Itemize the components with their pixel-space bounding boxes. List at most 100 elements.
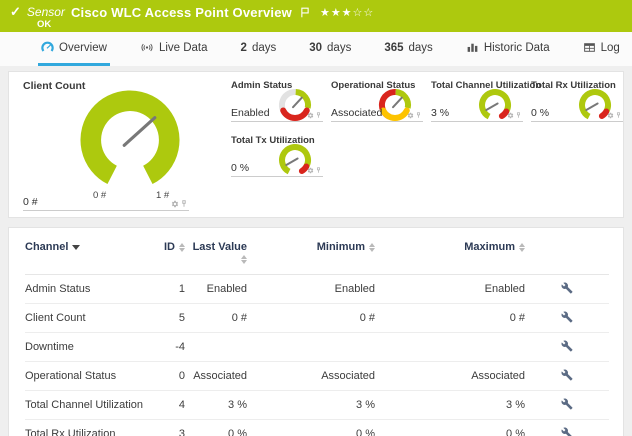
channel-gear-icon[interactable]: [307, 112, 314, 119]
cell-id: 1: [145, 274, 185, 304]
gauge-value: 0 #: [23, 196, 38, 208]
channel-gear-icon[interactable]: [307, 167, 314, 174]
gauge-value: 0 %: [231, 162, 250, 174]
cell-channel[interactable]: Client Count: [25, 303, 145, 333]
tab-2-days[interactable]: 2 days: [238, 32, 280, 66]
priority-stars[interactable]: ★★★☆☆: [320, 6, 374, 19]
cell-channel[interactable]: Total Channel Utilization: [25, 390, 145, 420]
tab-live-data[interactable]: Live Data: [137, 32, 211, 66]
gauge-total-channel-utilization: Total Channel Utilization 3 %: [431, 80, 542, 124]
total-tx-utilization-gauge-dial: [279, 144, 311, 175]
tab-label: days: [251, 41, 277, 54]
tab-label-number: 365: [384, 41, 404, 54]
sort-icon: [179, 242, 185, 252]
tab-label: Log: [600, 41, 620, 54]
gauge-total-tx-utilization: Total Tx Utilization 0 %: [231, 135, 323, 179]
channel-pin-icon[interactable]: [516, 112, 521, 119]
sensor-header: ✓ Sensor Cisco WLC Access Point Overview…: [0, 0, 632, 32]
channel-settings-wrench-icon[interactable]: [561, 285, 573, 297]
cell-minimum: 0 #: [247, 303, 375, 333]
cell-channel[interactable]: Total Rx Utilization: [25, 419, 145, 436]
channel-settings-wrench-icon[interactable]: [561, 430, 573, 436]
table-row[interactable]: Client Count 5 0 # 0 # 0 #: [25, 303, 609, 333]
small-gauges-grid: Admin Status Enabled: [231, 80, 623, 211]
channel-gear-icon[interactable]: [407, 112, 414, 119]
sort-icon: [369, 242, 375, 252]
admin-status-gauge-dial: [278, 89, 312, 122]
status-badge: OK: [37, 19, 52, 30]
cell-last-value: 3 %: [185, 390, 247, 420]
cell-last-value: Enabled: [185, 274, 247, 304]
tab-365-days[interactable]: 365 days: [381, 32, 435, 66]
channel-pin-icon[interactable]: [181, 200, 187, 208]
cell-id: 5: [145, 303, 185, 333]
channel-gear-icon[interactable]: [171, 200, 179, 208]
tab-label-number: 30: [309, 41, 323, 54]
column-header-settings: [525, 232, 609, 275]
cell-maximum: Enabled: [375, 274, 525, 304]
column-header-maximum[interactable]: Maximum: [375, 232, 525, 275]
channel-gear-icon[interactable]: [507, 112, 514, 119]
channel-pin-icon[interactable]: [316, 112, 321, 119]
channel-settings-wrench-icon[interactable]: [561, 401, 573, 413]
gauge-title: Client Count: [23, 80, 86, 92]
gauges-panel: Client Count 0 # 1 # 0 # Admin Status: [8, 71, 624, 218]
object-kind-label: Sensor: [26, 5, 65, 19]
cell-channel[interactable]: Downtime: [25, 332, 145, 362]
cell-id: 3: [145, 419, 185, 436]
channel-pin-icon[interactable]: [616, 112, 621, 119]
table-row[interactable]: Admin Status 1 Enabled Enabled Enabled: [25, 274, 609, 304]
column-header-id[interactable]: ID: [145, 232, 185, 275]
channel-gear-icon[interactable]: [607, 112, 614, 119]
sort-icon: [519, 242, 525, 252]
cell-id: 4: [145, 390, 185, 420]
channel-settings-wrench-icon[interactable]: [561, 314, 573, 326]
page-title: Cisco WLC Access Point Overview: [70, 4, 292, 20]
cell-last-value: 0 #: [185, 303, 247, 333]
tab-log[interactable]: Log: [580, 32, 623, 66]
cell-minimum: Associated: [247, 361, 375, 391]
gauge-value: 0 %: [531, 107, 550, 119]
channel-settings-wrench-icon[interactable]: [561, 343, 573, 355]
stars-empty[interactable]: ☆☆: [352, 6, 375, 19]
cell-maximum: 0 %: [375, 419, 525, 436]
gauge-value: 3 %: [431, 107, 450, 119]
column-header-minimum[interactable]: Minimum: [247, 232, 375, 275]
tab-label: days: [327, 41, 352, 54]
gauge-title: Total Tx Utilization: [231, 135, 315, 146]
gauge-scale-max: 1 #: [156, 190, 170, 201]
tab-bar: Overview Live Data 2 days 30 days 365 da…: [0, 32, 632, 66]
gauge-operational-status: Operational Status Associated: [331, 80, 423, 124]
channel-settings-wrench-icon[interactable]: [561, 372, 573, 384]
column-header-channel[interactable]: Channel: [25, 232, 145, 275]
tab-label-number: 2: [240, 41, 247, 54]
cell-minimum: 0 %: [247, 419, 375, 436]
live-signal-icon: [140, 41, 154, 54]
cell-id: -4: [145, 332, 185, 362]
tab-label: days: [408, 41, 433, 54]
bar-chart-icon: [466, 41, 479, 54]
cell-minimum: Enabled: [247, 274, 375, 304]
stars-filled[interactable]: ★★★: [319, 6, 353, 19]
tab-label: Historic Data: [483, 41, 550, 54]
tab-overview[interactable]: Overview: [38, 32, 110, 66]
gauge-title: Admin Status: [231, 80, 293, 91]
column-header-last-value[interactable]: Last Value: [185, 232, 247, 275]
cell-channel[interactable]: Operational Status: [25, 361, 145, 391]
channel-pin-icon[interactable]: [416, 112, 421, 119]
tab-label: Live Data: [158, 41, 208, 54]
gauge-total-rx-utilization: Total Rx Utilization 0 %: [531, 80, 623, 124]
tab-historic-data[interactable]: Historic Data: [463, 32, 553, 66]
tab-label: Overview: [59, 41, 107, 54]
gauge-title: Total Channel Utilization: [431, 80, 542, 91]
table-row[interactable]: Total Rx Utilization 3 0 % 0 % 0 %: [25, 419, 609, 436]
flag-icon[interactable]: [300, 7, 310, 18]
table-row[interactable]: Downtime -4: [25, 332, 609, 362]
cell-minimum: [247, 332, 375, 362]
table-row[interactable]: Total Channel Utilization 4 3 % 3 % 3 %: [25, 390, 609, 420]
cell-channel[interactable]: Admin Status: [25, 274, 145, 304]
tab-30-days[interactable]: 30 days: [306, 32, 354, 66]
table-row[interactable]: Operational Status 0 Associated Associat…: [25, 361, 609, 391]
channel-pin-icon[interactable]: [316, 167, 321, 174]
gauge-value: Enabled: [231, 107, 270, 119]
